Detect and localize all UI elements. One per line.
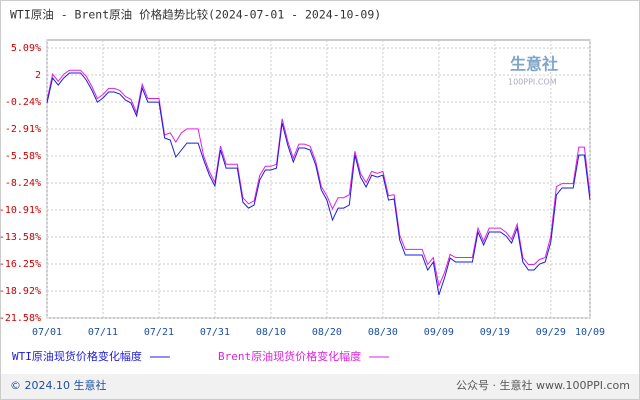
x-tick-label: 08/10 bbox=[256, 327, 286, 338]
footer-right: 公众号 · 生意社 www.100PPI.com bbox=[456, 378, 630, 392]
y-tick-label: -16.25% bbox=[0, 259, 41, 270]
x-tick-label: 09/19 bbox=[480, 327, 510, 338]
footer-bg bbox=[1, 374, 639, 399]
series-line bbox=[46, 72, 591, 296]
y-tick-label: -10.91% bbox=[0, 205, 41, 216]
watermark: 生意社 bbox=[510, 55, 558, 74]
x-tick-label: 07/21 bbox=[144, 327, 174, 338]
chart-title: WTI原油 - Brent原油 价格趋势比较(2024-07-01 - 2024… bbox=[10, 8, 381, 22]
y-tick-label: -21.58% bbox=[0, 313, 41, 324]
x-tick-label: 07/01 bbox=[32, 327, 62, 338]
y-tick-label: -2.91% bbox=[5, 124, 41, 135]
x-tick-label: 10/09 bbox=[575, 327, 605, 338]
legend-label: Brent原油现货价格变化幅度 bbox=[218, 349, 361, 363]
plot-area bbox=[46, 39, 591, 319]
x-tick-label: 09/09 bbox=[424, 327, 454, 338]
x-tick-label: 08/20 bbox=[312, 327, 342, 338]
y-tick-label: 5.09% bbox=[11, 43, 41, 54]
x-tick-label: 07/31 bbox=[200, 327, 230, 338]
y-tick-label: -18.92% bbox=[0, 286, 41, 297]
footer-left: © 2024.10 生意社 bbox=[10, 378, 106, 392]
y-tick-label: 2 bbox=[35, 70, 41, 81]
y-tick-label: -8.24% bbox=[5, 178, 41, 189]
y-tick-label: -0.24% bbox=[5, 97, 41, 108]
y-tick-label: -5.58% bbox=[5, 151, 41, 162]
x-tick-label: 08/30 bbox=[368, 327, 398, 338]
x-tick-label: 09/29 bbox=[536, 327, 566, 338]
watermark-sub: 100PPI.COM bbox=[508, 78, 557, 87]
legend-label: WTI原油现货价格变化幅度 bbox=[12, 349, 142, 363]
y-tick-label: -13.58% bbox=[0, 232, 41, 243]
series-line bbox=[46, 69, 591, 288]
x-tick-label: 07/11 bbox=[88, 327, 118, 338]
